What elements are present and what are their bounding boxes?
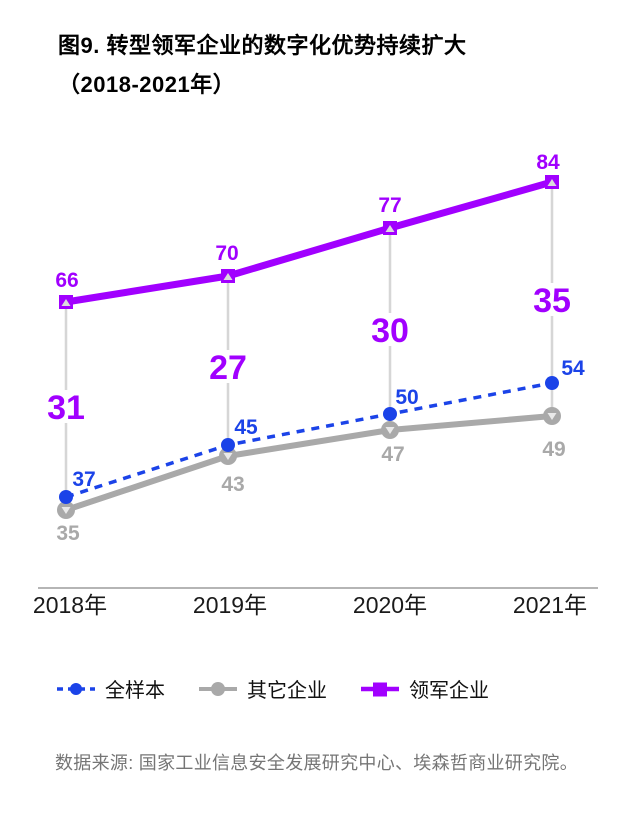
- x-label-2021: 2021年: [513, 592, 587, 618]
- down-arrow-icon-2021: [547, 413, 557, 420]
- legend-label-all-sample: 全样本: [105, 680, 165, 702]
- chart-title-line2: （2018-2021年）: [58, 72, 236, 98]
- all-sample-label-2018: 37: [72, 468, 95, 491]
- down-arrow-icons: [61, 413, 557, 514]
- all-sample-label-2020: 50: [395, 386, 418, 409]
- gap-connectors: [64, 186, 554, 506]
- legend-item-all-sample: 全样本: [56, 674, 165, 703]
- down-arrow-icon-2018: [61, 507, 71, 514]
- x-label-2018: 2018年: [33, 592, 107, 618]
- leader-label-2020: 77: [378, 194, 401, 217]
- up-arrow-icon-2021: [547, 179, 557, 186]
- connector-arrowheads: [61, 179, 557, 514]
- gap-label-2019: 27: [209, 349, 247, 387]
- others-value-labels: 35 43 47 49: [56, 438, 565, 545]
- others-label-2019: 43: [221, 473, 244, 496]
- x-label-2020: 2020年: [353, 592, 427, 618]
- data-source-note: 数据来源: 国家工业信息安全发展研究中心、埃森哲商业研究院。: [55, 753, 578, 773]
- x-axis-labels: 2018年 2019年 2020年 2021年: [33, 592, 587, 618]
- legend-label-others: 其它企业: [247, 680, 327, 702]
- others-line: [63, 413, 555, 513]
- legend-label-leader: 领军企业: [409, 680, 489, 702]
- all-sample-value-labels: 37 45 50 54: [72, 357, 585, 491]
- gap-label-plates: [40, 283, 578, 423]
- up-arrow-icon-2018: [61, 299, 71, 306]
- up-arrow-icons: [61, 179, 557, 306]
- leader-legend-swatch-icon: [361, 682, 399, 696]
- down-arrow-icon-2019: [223, 453, 233, 460]
- up-arrow-icon-2020: [385, 225, 395, 232]
- all-sample-label-2021: 54: [561, 357, 585, 380]
- others-legend-swatch-icon: [199, 681, 237, 696]
- leader-label-2021: 84: [536, 151, 560, 174]
- up-arrow-icon-2019: [223, 273, 233, 280]
- others-label-2021: 49: [542, 438, 565, 461]
- legend-item-leader: 领军企业: [360, 674, 489, 703]
- others-label-2020: 47: [381, 443, 404, 466]
- all-sample-marker-2020: [383, 407, 397, 421]
- legend-item-others: 其它企业: [198, 674, 327, 703]
- all-sample-marker-2021: [545, 376, 559, 390]
- chart-legend: 全样本 其它企业 领军企业: [56, 674, 489, 703]
- all-sample-legend-swatch-icon: [57, 682, 95, 695]
- line-chart: 31 27 30 35 66 70 77 84 37 45 50 54 35 4…: [33, 151, 598, 618]
- all-sample-marker-2018: [59, 490, 73, 504]
- leader-label-2019: 70: [215, 242, 238, 265]
- all-sample-marker-2019: [221, 438, 235, 452]
- chart-title: 图9. 转型领军企业的数字化优势持续扩大 （2018-2021年）: [58, 26, 598, 104]
- leader-label-2018: 66: [55, 269, 78, 292]
- all-sample-markers: [59, 376, 559, 504]
- leader-value-labels: 66 70 77 84: [55, 151, 560, 292]
- leader-line: [62, 178, 556, 306]
- down-arrow-icon-2020: [385, 427, 395, 434]
- gap-labels: 31 27 30 35: [47, 282, 571, 427]
- all-sample-label-2019: 45: [234, 416, 258, 439]
- x-label-2019: 2019年: [193, 592, 267, 618]
- gap-label-2021: 35: [533, 282, 571, 320]
- chart-title-line1: 图9. 转型领军企业的数字化优势持续扩大: [58, 33, 467, 58]
- gap-label-2020: 30: [371, 312, 409, 350]
- gap-label-2018: 31: [47, 389, 85, 427]
- others-label-2018: 35: [56, 522, 80, 545]
